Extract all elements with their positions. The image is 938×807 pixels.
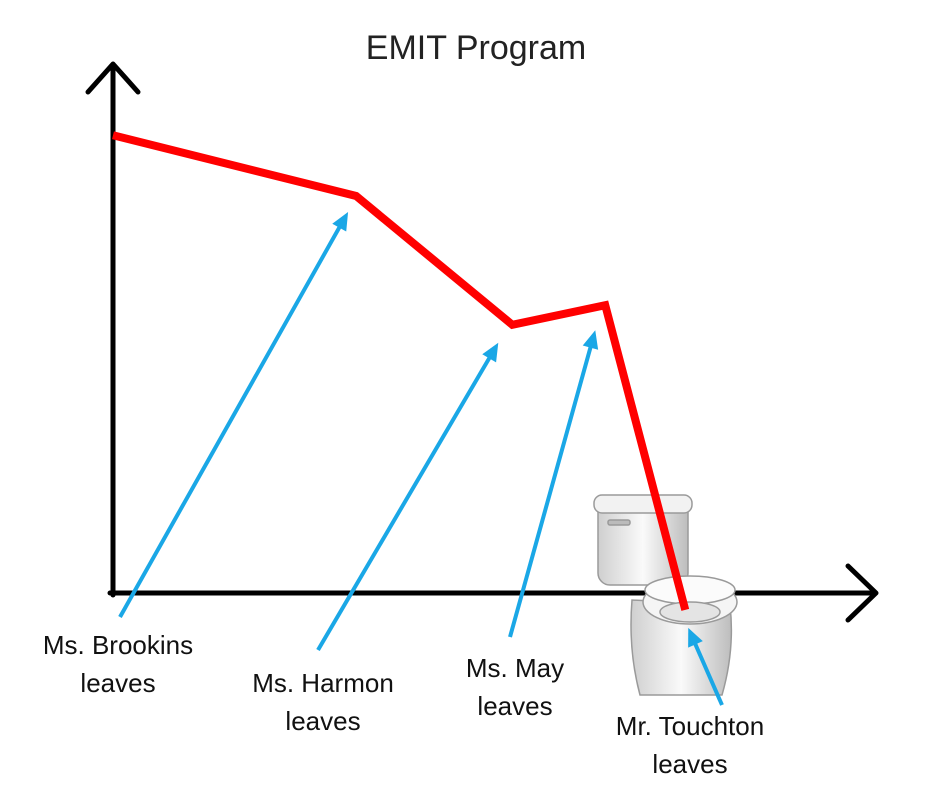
annotation-label: leaves xyxy=(80,668,155,698)
annotation-arrowhead xyxy=(332,211,349,232)
annotation-arrow xyxy=(691,638,724,706)
annotation-arrowhead xyxy=(582,330,599,350)
y-axis-arrow xyxy=(85,61,141,95)
annotation-arrowhead xyxy=(482,342,499,363)
data-line xyxy=(112,131,690,611)
annotation-label: Ms. Harmon xyxy=(252,668,394,698)
annotation-label: leaves xyxy=(477,691,552,721)
toilet-icon xyxy=(593,494,738,696)
annotation-arrow xyxy=(118,221,344,618)
chart-title: EMIT Program xyxy=(366,29,586,67)
annotation-label: Mr. Touchton xyxy=(616,711,764,741)
x-axis-arrow xyxy=(845,563,879,623)
annotation-label: leaves xyxy=(652,749,727,779)
annotation-arrow xyxy=(508,341,594,638)
axes xyxy=(85,61,879,623)
annotation-arrow xyxy=(316,352,494,652)
annotation-label: Ms. Brookins xyxy=(43,630,193,660)
annotation-label: Ms. May xyxy=(466,653,564,683)
annotation-label: leaves xyxy=(285,706,360,736)
annotation-arrowhead xyxy=(688,627,703,648)
